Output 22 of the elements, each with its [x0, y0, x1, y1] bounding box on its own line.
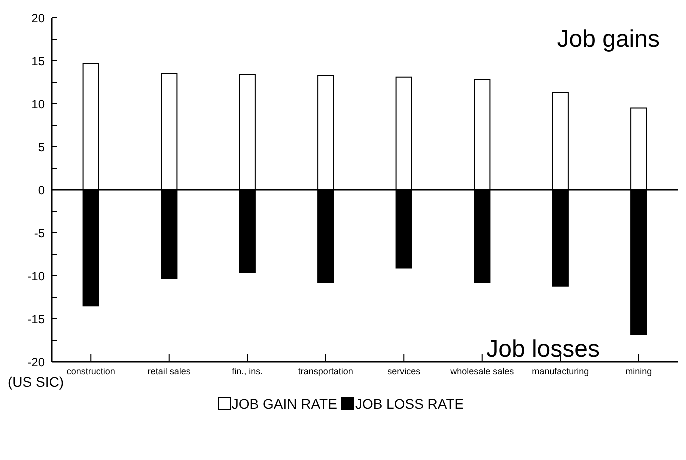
x-tick-label: construction: [66, 366, 116, 376]
y-tick-label: -10: [28, 269, 46, 284]
y-tick-label: 5: [38, 140, 46, 154]
x-tick-label: mining: [626, 366, 652, 376]
y-tick-label: 20: [32, 11, 46, 26]
x-tick-label: fin., ins.: [232, 366, 264, 376]
y-tick-label: -20: [28, 355, 46, 370]
annotation: Job gains: [557, 26, 660, 54]
y-tick-label: -5: [34, 226, 46, 240]
legend-label: JOB LOSS RATE: [355, 396, 464, 412]
x-tick-label: wholesale sales: [450, 366, 515, 376]
x-tick-label: transportation: [298, 366, 354, 376]
x-axis-title: (US SIC): [8, 374, 64, 390]
x-tick-label: retail sales: [148, 366, 192, 376]
y-tick-label: -15: [28, 312, 46, 326]
annotation: Job losses: [486, 336, 600, 364]
y-tick-label: 10: [32, 97, 46, 112]
y-tick-label: 0: [38, 183, 46, 198]
x-tick-label: services: [388, 366, 422, 376]
x-tick-label: manufacturing: [532, 366, 590, 376]
y-tick-label: 15: [32, 54, 46, 68]
legend-label: JOB GAIN RATE: [232, 396, 338, 412]
